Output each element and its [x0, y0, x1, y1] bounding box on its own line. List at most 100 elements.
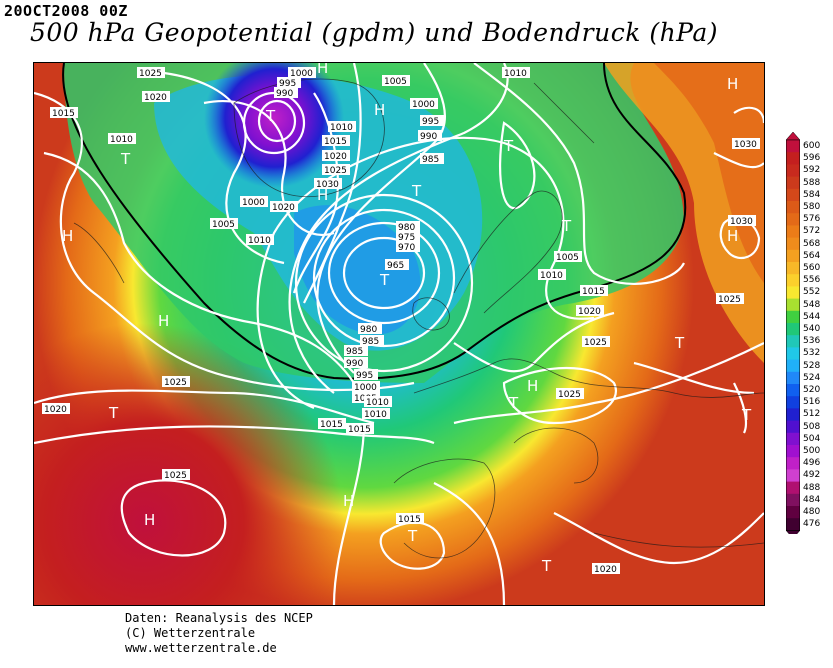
isobar-label: 1015	[580, 285, 608, 297]
scale-label: 476	[803, 519, 821, 530]
center-marker: T	[407, 527, 418, 545]
svg-text:975: 975	[398, 233, 415, 243]
scale-swatch	[786, 396, 800, 409]
scale-arrow-bottom	[785, 530, 801, 539]
svg-text:1020: 1020	[594, 565, 617, 575]
scale-swatch	[786, 432, 800, 446]
scale-label: 576	[803, 214, 821, 225]
center-marker: H	[317, 186, 328, 204]
isobar-label: 1000	[352, 381, 380, 393]
svg-text:980: 980	[398, 223, 415, 233]
ne-ridge-inner	[654, 63, 764, 283]
svg-text:970: 970	[398, 243, 415, 253]
svg-text:1025: 1025	[718, 295, 741, 305]
svg-text:995: 995	[422, 117, 439, 127]
scale-label: 572	[803, 226, 821, 237]
weather-map: 1025 1020 1015 1010 1000 995 990 1005 10…	[33, 62, 765, 606]
svg-text:1000: 1000	[354, 383, 377, 393]
scale-swatch	[786, 176, 800, 190]
isobar-label: 1010	[538, 269, 566, 281]
credit-line: www.wetterzentrale.de	[125, 641, 277, 655]
center-marker: T	[541, 557, 552, 575]
svg-text:1025: 1025	[164, 471, 187, 481]
scale-label: 524	[803, 372, 821, 383]
isobar-label: 995	[277, 77, 301, 89]
isobar-label: 1000	[288, 67, 316, 79]
svg-text:1015: 1015	[348, 425, 371, 435]
isobar-label: 990	[274, 87, 298, 99]
scale-swatch	[786, 262, 800, 275]
isobar-label: 1015	[50, 107, 78, 119]
scale-swatch	[786, 152, 800, 165]
isobar-label: 975	[396, 231, 420, 243]
scale-label: 500	[803, 446, 821, 456]
color-scale-bar	[785, 131, 801, 539]
scale-swatch	[786, 481, 800, 495]
svg-text:1010: 1010	[248, 236, 271, 246]
scale-label: 592	[803, 165, 821, 176]
isobar-label: 1000	[410, 98, 438, 110]
svg-text:985: 985	[422, 155, 439, 165]
pressure-centers: T H H T T H T T T H H T H T T H T T H H …	[62, 63, 752, 575]
svg-text:1000: 1000	[412, 100, 435, 110]
center-marker: T	[411, 182, 422, 200]
color-scale	[785, 131, 801, 539]
map-canvas: 1025 1020 1015 1010 1000 995 990 1005 10…	[34, 63, 764, 605]
svg-text:1025: 1025	[584, 338, 607, 348]
center-marker: H	[727, 75, 738, 93]
isobar-label: 965	[385, 259, 409, 271]
center-marker: T	[561, 217, 572, 235]
isobar-label: 1015	[318, 418, 346, 430]
scale-swatch	[786, 384, 800, 397]
scale-swatch	[786, 188, 800, 202]
scale-label: 508	[803, 421, 821, 432]
isobar-labels: 1025 1020 1015 1010 1000 995 990 1005 10…	[42, 67, 760, 575]
credit-line: (C) Wetterzentrale	[125, 626, 256, 640]
scale-label: 536	[803, 336, 821, 347]
isobar-label: 1025	[162, 469, 190, 481]
svg-text:995: 995	[356, 371, 373, 381]
scale-label: 504	[803, 433, 821, 444]
isobar-label: 1025	[137, 67, 165, 79]
svg-text:1010: 1010	[504, 69, 527, 79]
scale-label: 564	[803, 250, 821, 261]
isobar-label: 1025	[162, 376, 190, 388]
credit-line: Daten: Reanalysis des NCEP	[125, 611, 313, 625]
svg-text:1010: 1010	[364, 410, 387, 420]
isobar-label: 1005	[554, 251, 582, 263]
scale-label: 480	[803, 507, 821, 517]
center-marker: H	[158, 312, 169, 330]
isobar-label: 995	[420, 115, 444, 127]
isobar-label: 1020	[42, 403, 70, 415]
isobar-label: 1015	[322, 135, 350, 147]
center-marker: T	[503, 137, 514, 155]
svg-text:995: 995	[279, 79, 296, 89]
isobar-label: 1030	[732, 138, 760, 150]
svg-text:1025: 1025	[324, 166, 347, 176]
scale-label: 548	[803, 299, 821, 310]
isobars	[34, 63, 764, 605]
isobar-label: 1010	[362, 408, 390, 420]
svg-text:1000: 1000	[290, 69, 313, 79]
isobar-label: 1010	[502, 67, 530, 79]
scale-swatch	[786, 249, 800, 263]
svg-text:985: 985	[346, 347, 363, 357]
center-marker: H	[343, 492, 354, 510]
svg-text:990: 990	[420, 132, 437, 142]
svg-text:1010: 1010	[540, 271, 563, 281]
scale-swatch	[786, 310, 800, 324]
center-marker: H	[144, 511, 155, 529]
scale-swatch	[786, 445, 800, 458]
isobar-label: 1015	[346, 423, 374, 435]
scale-label: 528	[803, 360, 821, 371]
isobar-label: 1020	[576, 305, 604, 317]
scale-label: 540	[803, 324, 821, 334]
scale-swatch	[786, 286, 800, 300]
scale-swatch	[786, 506, 800, 519]
svg-text:990: 990	[346, 359, 363, 369]
scale-label: 580	[803, 202, 821, 212]
scale-label: 600	[803, 141, 821, 151]
isobar-label: 980	[358, 323, 382, 335]
isobar-label: 1020	[270, 201, 298, 213]
scale-label: 544	[803, 311, 821, 322]
